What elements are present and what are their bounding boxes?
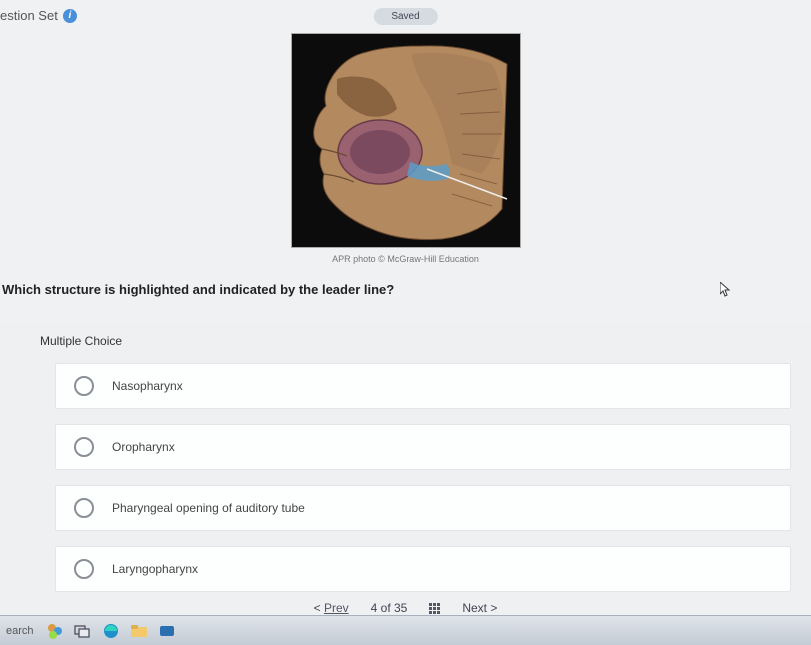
saved-badge: Saved [373, 8, 437, 25]
radio-icon[interactable] [74, 559, 94, 579]
chevron-right-icon: > [490, 601, 497, 615]
radio-icon[interactable] [74, 437, 94, 457]
page-title: estion Set [0, 8, 58, 23]
option-text: Laryngopharynx [112, 562, 198, 576]
header: estion Set i Saved [0, 0, 811, 23]
question-type-label: Multiple Choice [0, 334, 811, 363]
info-icon[interactable]: i [63, 9, 77, 23]
radio-icon[interactable] [74, 498, 94, 518]
taskbar: earch [0, 615, 811, 645]
anatomical-image [291, 33, 521, 248]
taskbar-task-view-icon[interactable] [70, 620, 96, 642]
option-1[interactable]: Nasopharynx [55, 363, 791, 409]
next-label: Next [462, 601, 487, 615]
taskbar-explorer-icon[interactable] [126, 620, 152, 642]
option-text: Oropharynx [112, 440, 175, 454]
taskbar-app-icon-5[interactable] [154, 620, 180, 642]
radio-icon[interactable] [74, 376, 94, 396]
cursor-icon [720, 282, 732, 301]
header-left: estion Set i [0, 8, 77, 23]
image-area: APR photo © McGraw-Hill Education [0, 33, 811, 264]
question-text: Which structure is highlighted and indic… [2, 282, 811, 297]
position-indicator: 4 of 35 [371, 601, 408, 615]
prev-label: Prev [324, 601, 349, 615]
multiple-choice-container: Multiple Choice Nasopharynx Oropharynx P… [0, 322, 811, 619]
taskbar-edge-icon[interactable] [98, 620, 124, 642]
anatomy-svg [292, 34, 521, 248]
image-caption: APR photo © McGraw-Hill Education [0, 254, 811, 264]
option-2[interactable]: Oropharynx [55, 424, 791, 470]
next-button[interactable]: Next > [462, 601, 497, 615]
taskbar-search-label[interactable]: earch [4, 625, 40, 637]
prev-button[interactable]: < Prev [314, 601, 349, 615]
nav-bar: < Prev 4 of 35 Next > [0, 601, 811, 615]
option-4[interactable]: Laryngopharynx [55, 546, 791, 592]
taskbar-app-icon-1[interactable] [42, 620, 68, 642]
option-text: Pharyngeal opening of auditory tube [112, 501, 305, 515]
chevron-left-icon: < [314, 601, 321, 615]
grid-icon[interactable] [429, 603, 440, 614]
option-3[interactable]: Pharyngeal opening of auditory tube [55, 485, 791, 531]
option-text: Nasopharynx [112, 379, 183, 393]
